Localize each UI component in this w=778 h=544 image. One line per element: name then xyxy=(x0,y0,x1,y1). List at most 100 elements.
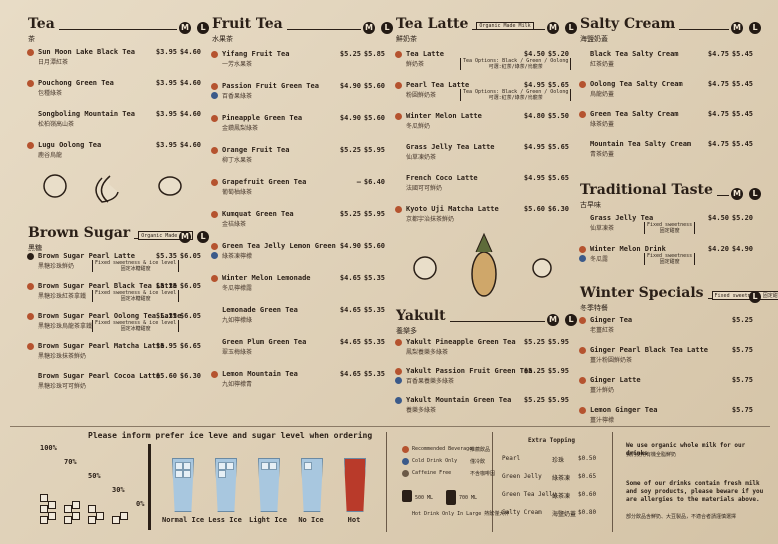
item-cn: 日月潭紅茶 xyxy=(38,59,69,66)
item-name: Brown Sugar Pearl Cocoa Latte xyxy=(38,372,161,380)
item-icon xyxy=(211,211,218,218)
topping-name: Salty Cream xyxy=(502,509,542,516)
size-badge: L xyxy=(565,314,577,326)
legend-icon xyxy=(402,446,409,453)
item-name: Pouchong Green Tea xyxy=(38,79,114,87)
item-name: Oolong Tea Salty Cream xyxy=(590,80,683,88)
item-cn: 薑汁檸檬 xyxy=(590,417,615,424)
item-icon xyxy=(395,377,402,384)
item-cn: 冬瓜鮮奶 xyxy=(406,123,431,130)
item-cn: 松柏嶺高山茶 xyxy=(38,121,75,128)
item-icon xyxy=(27,80,34,87)
item-icon xyxy=(395,368,402,375)
item-icon xyxy=(395,397,402,404)
item-cn: 薑汁鮮奶 xyxy=(590,387,615,394)
item-icon xyxy=(27,253,34,260)
section-subtitle: 水果茶 xyxy=(212,35,233,43)
item-price: $3.95 xyxy=(155,141,177,149)
order-instruction: Please inform prefer ice leve and sugar … xyxy=(88,431,373,440)
item-cn: 薑汁粉圓鮮奶茶 xyxy=(590,357,633,364)
sugar-label: 100% xyxy=(40,444,57,452)
item-price: $5.50 xyxy=(547,112,569,120)
note-text: We use organic whole milk for our drinks xyxy=(626,442,746,457)
legend-icon xyxy=(402,458,409,465)
item-cn: 仙草凍奶茶 xyxy=(406,154,437,161)
item-price: $4.95 xyxy=(523,174,545,182)
item-price: $4.20 xyxy=(707,245,729,253)
section-subtitle: 古早味 xyxy=(580,201,601,209)
section-subtitle: 冬季特餐 xyxy=(580,304,608,312)
item-cn: 青茶奶蓋 xyxy=(590,151,615,158)
item-price: $5.65 xyxy=(547,174,569,182)
item-icon xyxy=(395,82,402,89)
item-price: $4.90 xyxy=(731,245,753,253)
note-text: Fixed sweetness xyxy=(647,253,693,259)
sugar-cube xyxy=(120,512,128,520)
item-price: $6.05 xyxy=(179,252,201,260)
fruit-drawings xyxy=(43,174,182,203)
title-rule xyxy=(449,321,545,322)
sugar-label: 0% xyxy=(136,500,145,508)
item-price: $5.95 xyxy=(363,146,385,154)
divider xyxy=(492,432,493,532)
item-name: Tea Latte xyxy=(406,50,444,58)
hot-note: Hot Drink Only In Large 熱飲僅大杯 xyxy=(412,511,510,517)
note-text: Fixed sweetness & ice level xyxy=(95,320,177,326)
size-badge: L xyxy=(197,22,209,34)
legend-cn: 推薦飲品 xyxy=(470,447,491,453)
item-price: $6.05 xyxy=(179,312,201,320)
item-price: $4.65 xyxy=(339,306,361,314)
item-price: $5.25 xyxy=(523,396,545,404)
item-cn: 柳丁水果茶 xyxy=(222,157,253,164)
divider xyxy=(148,444,151,530)
ice-cup xyxy=(344,458,366,512)
item-icon xyxy=(579,81,586,88)
note-text: Tea Options: Black / Green / Oolong xyxy=(463,58,569,64)
item-name: Ginger Tea xyxy=(590,316,633,324)
item-price: $4.90 xyxy=(339,82,361,90)
item-price: $5.25 xyxy=(731,316,753,324)
sugar-cube xyxy=(88,516,96,524)
sugar-label: 50% xyxy=(88,472,101,480)
item-name: Grass Jelly Tea xyxy=(590,214,654,222)
item-cn: 黑糖珍珠紅茶拿鐵 xyxy=(38,293,87,300)
item-price: $4.90 xyxy=(339,114,361,122)
item-icon xyxy=(579,317,586,324)
item-price: $5.25 xyxy=(339,50,361,58)
ice-label: No Ice xyxy=(298,516,324,524)
sugar-cube xyxy=(72,501,80,509)
item-price: $5.95 xyxy=(547,338,569,346)
item-name: Pineapple Green Tea xyxy=(222,114,303,122)
item-icon xyxy=(579,246,586,253)
item-icon xyxy=(395,51,402,58)
item-price: $5.45 xyxy=(731,140,753,148)
item-cn: 百香果養樂多綠茶 xyxy=(406,378,455,385)
item-icon xyxy=(27,283,34,290)
item-icon xyxy=(395,206,402,213)
item-icon xyxy=(211,51,218,58)
ice-label: Hot xyxy=(347,516,361,524)
item-cn: 一芳水果茶 xyxy=(222,61,253,68)
ice-cube xyxy=(175,470,183,478)
note-cn: 固定冰糖甜度 xyxy=(120,326,151,332)
item-name: Green Tea Jelly Lemon Green xyxy=(222,242,336,250)
sugar-cube xyxy=(40,516,48,524)
sugar-cube xyxy=(64,505,72,513)
ice-cube xyxy=(304,462,312,470)
topping-price: $0.65 xyxy=(578,473,597,480)
section-title: Winter Specials xyxy=(580,285,704,301)
topping-cn: 綠茶凍 xyxy=(552,475,571,482)
item-icon xyxy=(211,92,218,99)
legend-label: Caffeine Free xyxy=(412,470,452,476)
sugar-cube xyxy=(112,516,120,524)
item-price: $5.60 xyxy=(363,82,385,90)
size-badge: M xyxy=(547,22,559,34)
item-name: Lugu Oolong Tea xyxy=(38,141,102,149)
item-price: $4.65 xyxy=(339,274,361,282)
item-name: Winter Melon Latte xyxy=(406,112,482,120)
item-note: Fixed sweetness 固定甜度 xyxy=(644,222,696,234)
ice-cube xyxy=(261,462,269,470)
item-price: $5.35 xyxy=(363,306,385,314)
item-name: Passion Fruit Green Tea xyxy=(222,82,319,90)
item-cn: 黑糖珍珠抹茶鮮奶 xyxy=(38,353,87,360)
